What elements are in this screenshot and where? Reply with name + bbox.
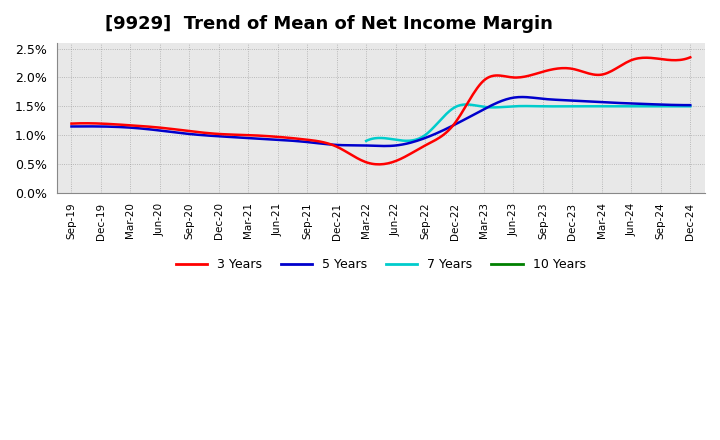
Legend: 3 Years, 5 Years, 7 Years, 10 Years: 3 Years, 5 Years, 7 Years, 10 Years	[171, 253, 590, 276]
Title: [9929]  Trend of Mean of Net Income Margin: [9929] Trend of Mean of Net Income Margi…	[105, 15, 553, 33]
